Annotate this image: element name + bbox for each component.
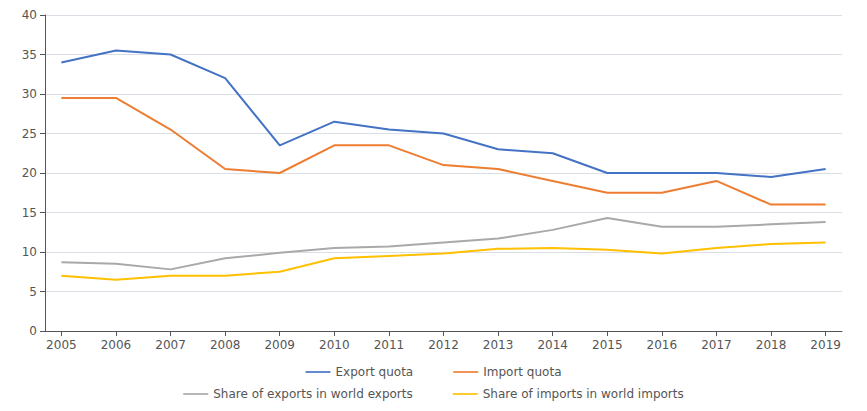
svg-text:35: 35 [22, 48, 37, 62]
svg-text:2012: 2012 [428, 338, 459, 352]
svg-text:2018: 2018 [756, 338, 787, 352]
svg-text:Import quota: Import quota [483, 365, 561, 379]
svg-text:30: 30 [22, 87, 37, 101]
svg-text:2015: 2015 [592, 338, 623, 352]
svg-text:5: 5 [29, 285, 37, 299]
svg-text:2005: 2005 [46, 338, 77, 352]
svg-text:0: 0 [29, 324, 37, 338]
svg-text:Share of exports in world expo: Share of exports in world exports [213, 387, 413, 401]
svg-text:2017: 2017 [701, 338, 732, 352]
svg-text:2019: 2019 [810, 338, 841, 352]
svg-text:2014: 2014 [537, 338, 568, 352]
svg-text:Share of imports in world impo: Share of imports in world imports [483, 387, 684, 401]
svg-text:10: 10 [22, 245, 37, 259]
svg-text:20: 20 [22, 166, 37, 180]
svg-text:2013: 2013 [483, 338, 514, 352]
svg-text:2006: 2006 [101, 338, 132, 352]
svg-text:2011: 2011 [374, 338, 405, 352]
svg-text:2010: 2010 [319, 338, 350, 352]
svg-text:2008: 2008 [210, 338, 241, 352]
svg-text:2007: 2007 [155, 338, 186, 352]
svg-text:40: 40 [22, 8, 37, 22]
svg-text:Export quota: Export quota [336, 365, 414, 379]
svg-text:25: 25 [22, 127, 37, 141]
svg-text:2016: 2016 [647, 338, 678, 352]
svg-text:15: 15 [22, 206, 37, 220]
svg-text:2009: 2009 [264, 338, 295, 352]
